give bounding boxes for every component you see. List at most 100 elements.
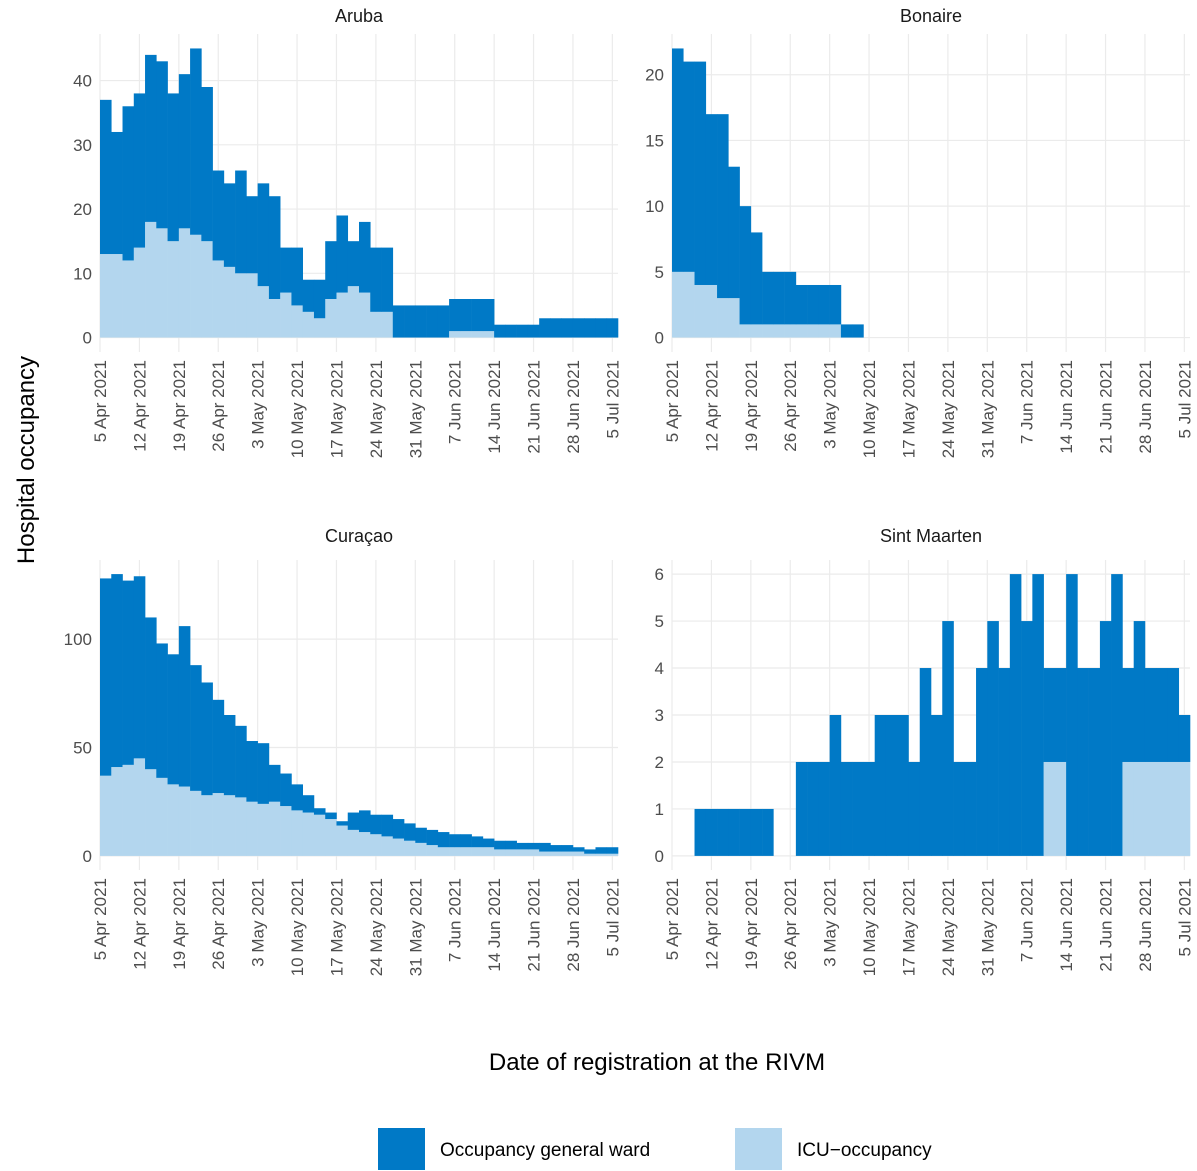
bar-segment	[426, 829, 439, 846]
bar-segment	[280, 806, 292, 856]
bar-segment	[840, 761, 853, 856]
bar-segment	[235, 273, 247, 338]
bar-segment	[818, 324, 830, 338]
bar-segment	[280, 292, 292, 338]
bar-segment	[313, 279, 326, 319]
bar-segment	[863, 761, 875, 856]
bar-segment	[572, 318, 585, 338]
bar-segment	[471, 847, 484, 856]
bar-segment	[347, 241, 360, 287]
x-tick-label: 3 May 2021	[821, 878, 840, 967]
bar-segment	[302, 795, 315, 813]
bar-segment	[133, 247, 146, 338]
bar-segment	[235, 797, 247, 856]
bar-segment	[527, 849, 540, 856]
bar-segment	[212, 170, 225, 261]
x-tick-label: 24 May 2021	[939, 878, 958, 976]
bar-segment	[516, 324, 529, 338]
bar-segment	[728, 808, 740, 856]
bar-segment	[145, 617, 157, 770]
bar-segment	[111, 767, 123, 856]
bar-segment	[347, 812, 360, 830]
bar-segment	[527, 324, 540, 338]
x-tick-label: 28 Jun 2021	[1136, 878, 1155, 972]
x-tick-label: 31 May 2021	[978, 878, 997, 976]
bar-segment	[111, 254, 123, 338]
y-tick-label: 5	[655, 612, 664, 631]
x-tick-label: 7 Jun 2021	[446, 360, 465, 444]
bar-segment	[773, 271, 785, 325]
bar-segment	[392, 819, 405, 839]
bar-segment	[705, 114, 718, 285]
bar-segment	[964, 761, 977, 856]
bar-segment	[829, 324, 842, 338]
bar-segment	[717, 808, 729, 856]
bar-segment	[550, 318, 562, 338]
bar-segment	[392, 838, 405, 856]
bar-segment	[852, 324, 864, 338]
bar-segment	[257, 743, 270, 804]
bar-segment	[178, 626, 191, 787]
bar-segment	[1111, 574, 1123, 856]
bar-segment	[302, 311, 315, 338]
bar-segment	[739, 324, 752, 338]
bar-segment	[437, 305, 450, 338]
bar-segment	[539, 318, 551, 338]
bar-segment	[494, 849, 506, 856]
x-tick-label: 28 Jun 2021	[564, 360, 583, 454]
y-tick-label: 100	[64, 630, 92, 649]
x-tick-label: 17 May 2021	[899, 878, 918, 976]
bar-segment	[482, 847, 495, 856]
y-axis-title: Hospital occupancy	[13, 356, 40, 564]
x-tick-label: 31 May 2021	[978, 360, 997, 458]
bar-segment	[336, 215, 349, 293]
bar-segment	[100, 99, 112, 255]
bar-segment	[840, 324, 853, 338]
x-tick-label: 26 Apr 2021	[209, 878, 228, 970]
bar-segment	[717, 298, 729, 338]
bar-segment	[683, 61, 695, 272]
bar-segment	[595, 318, 608, 338]
bar-segment	[449, 834, 461, 848]
bar-segment	[302, 812, 315, 856]
bar-segment	[167, 784, 180, 856]
bar-segment	[561, 851, 574, 856]
bar-segment	[471, 299, 484, 332]
bar-segment	[291, 305, 303, 338]
y-tick-label: 20	[645, 66, 664, 85]
bar-segment	[595, 847, 608, 854]
bar-segment	[404, 305, 416, 338]
panel-title: Aruba	[335, 6, 384, 26]
bar-segment	[133, 758, 146, 856]
bar-segment	[784, 271, 797, 325]
x-tick-label: 14 Jun 2021	[485, 360, 504, 454]
bar-segment	[818, 761, 830, 856]
bar-segment	[1043, 668, 1056, 762]
bar-segment	[1088, 668, 1101, 856]
x-tick-label: 10 May 2021	[860, 878, 879, 976]
bar-segment	[1133, 761, 1146, 856]
x-tick-label: 24 May 2021	[367, 878, 386, 976]
bar-segment	[471, 331, 484, 338]
bar-segment	[482, 331, 495, 338]
legend-swatch	[378, 1128, 425, 1170]
bar-segment	[728, 166, 740, 299]
bar-segment	[998, 668, 1011, 856]
bar-segment	[1156, 761, 1168, 856]
bar-segment	[505, 324, 517, 338]
bar-segment	[1032, 574, 1044, 856]
y-tick-label: 10	[645, 197, 664, 216]
bar-segment	[527, 842, 540, 850]
bar-segment	[1156, 668, 1168, 762]
bar-segment	[156, 643, 168, 778]
bar-segment	[291, 247, 303, 306]
bar-segment	[987, 621, 999, 856]
x-tick-label: 10 May 2021	[860, 360, 879, 458]
bar-segment	[415, 842, 427, 856]
bar-segment	[942, 621, 954, 856]
bar-segment	[449, 847, 461, 856]
bar-segment	[460, 847, 472, 856]
bar-segment	[550, 845, 562, 852]
y-tick-label: 6	[655, 565, 664, 584]
x-tick-label: 7 Jun 2021	[1018, 878, 1037, 962]
